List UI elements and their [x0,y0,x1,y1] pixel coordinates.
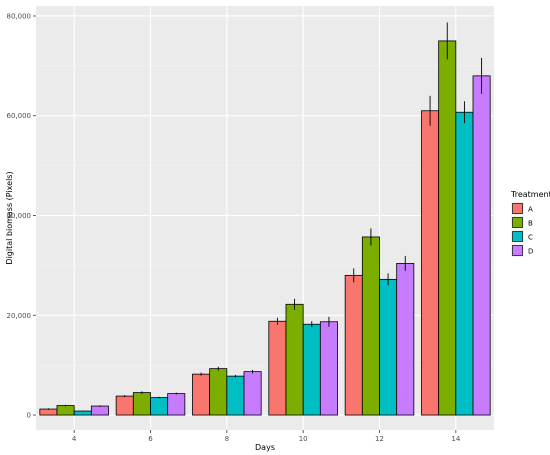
bar-B-4 [56,405,75,416]
bar-C-6 [150,397,169,416]
bar-C-4 [73,410,92,416]
bar-D-12 [396,262,415,416]
y-tick-label: 0 [27,412,31,420]
bar-B-8 [209,368,228,416]
bar-D-14 [472,75,491,416]
x-tick-label: 4 [72,435,77,443]
x-tick-label: 10 [299,435,308,443]
panel-background [36,6,494,430]
bar-C-12 [379,278,398,416]
bar-D-8 [243,371,262,416]
error-bars-layer [47,22,483,412]
legend-label-C: C [528,234,533,242]
bar-C-10 [302,323,321,416]
bar-C-14 [455,111,474,416]
y-tick-label: 60,000 [7,112,32,120]
x-tick-label: 12 [375,435,384,443]
bar-C-8 [226,375,245,416]
bar-A-10 [268,320,287,416]
legend-key-B [512,217,523,228]
y-axis-title: Digital biomass (Pixels) [5,171,14,264]
legend-label-B: B [528,220,533,228]
bar-D-4 [90,405,109,416]
bar-D-10 [319,321,338,416]
minor-gridlines [36,65,494,366]
x-axis: 4 6 8 10 12 14 [72,430,461,443]
y-tick-label: 40,000 [7,212,32,220]
legend-label-A: A [528,206,533,214]
x-tick-label: 14 [451,435,460,443]
legend-key-C [512,231,523,242]
bars-layer [39,40,491,416]
bar-A-12 [344,274,363,416]
bar-A-4 [39,408,58,416]
y-axis: 0 20,000 40,000 60,000 80,000 [7,12,36,420]
bar-B-14 [438,40,457,416]
x-tick-label: 6 [148,435,153,443]
bar-A-14 [421,110,440,416]
x-axis-title: Days [255,443,275,452]
bar-B-10 [285,303,304,416]
bar-B-12 [361,236,380,416]
legend-key-A [512,203,523,214]
x-tick-label: 8 [225,435,229,443]
y-tick-label: 80,000 [7,12,32,20]
y-tick-label: 20,000 [7,312,32,320]
bar-A-6 [115,395,134,416]
legend-title: Treatment [510,190,550,199]
bar-D-6 [167,393,186,416]
bar-B-6 [132,392,151,416]
bar-A-8 [192,373,211,416]
legend-label-D: D [528,248,533,256]
legend-key-D [512,245,523,256]
